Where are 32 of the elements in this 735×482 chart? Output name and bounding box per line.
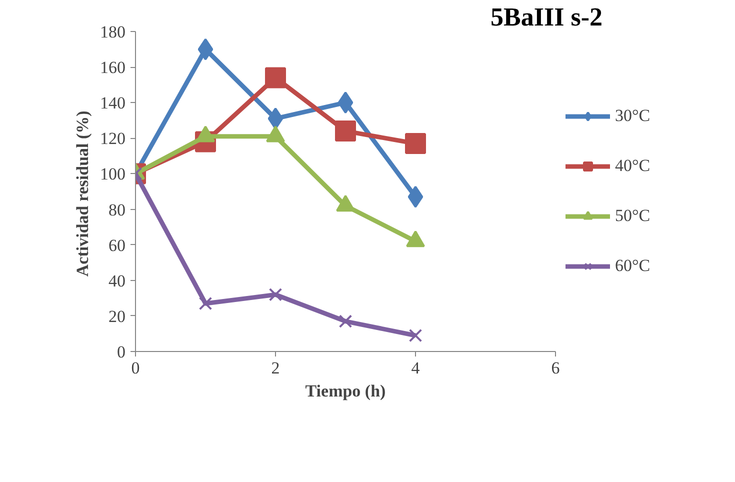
x-tick-label: 2 xyxy=(271,358,280,378)
point xyxy=(338,314,352,328)
y-tick-label: 0 xyxy=(117,342,126,362)
x-tick-label: 4 xyxy=(411,358,420,378)
y-axis-title: Actividad residual (%) xyxy=(73,110,92,277)
point xyxy=(338,92,354,114)
y-tick-label: 180 xyxy=(100,22,126,42)
chart-title: 5BaIII s-2 xyxy=(490,2,603,32)
x-axis-title: Tiempo (h) xyxy=(305,382,386,400)
y-tick-label: 80 xyxy=(108,200,126,220)
y-tick-label: 40 xyxy=(108,271,126,290)
x-tick-label: 6 xyxy=(551,358,560,378)
y-tick-label: 120 xyxy=(100,129,126,148)
legend-label: 30°C xyxy=(615,106,650,126)
point xyxy=(268,108,284,130)
point xyxy=(265,67,286,88)
point xyxy=(268,288,282,302)
point xyxy=(198,38,214,60)
y-tick-label: 140 xyxy=(100,94,126,113)
point xyxy=(335,120,356,142)
y-tick-label: 160 xyxy=(100,58,126,78)
legend-label: 50°C xyxy=(615,206,650,226)
point xyxy=(408,328,422,342)
x-tick-label: 0 xyxy=(131,358,140,378)
point xyxy=(198,296,212,310)
y-tick-label: 100 xyxy=(100,164,126,184)
y-tick-label: 20 xyxy=(108,306,126,326)
point xyxy=(405,133,426,154)
legend-label: 60°C xyxy=(615,256,650,276)
y-tick-label: 60 xyxy=(108,236,126,255)
point xyxy=(408,186,424,208)
legend-label: 40°C xyxy=(615,156,650,176)
